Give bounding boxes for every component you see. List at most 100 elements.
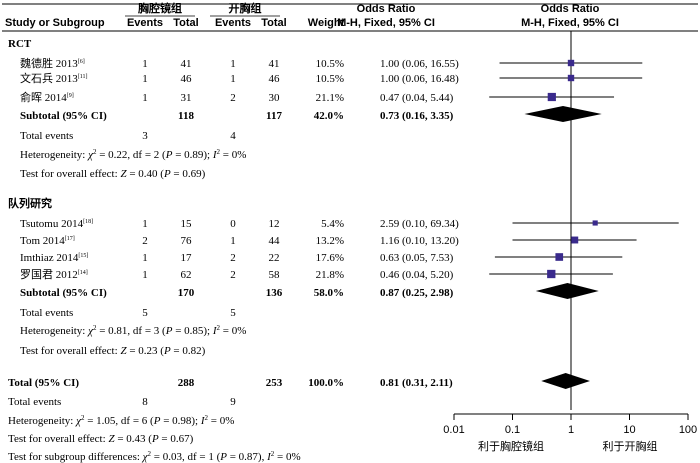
events2-value: 1 [230, 58, 236, 70]
events1-value: 1 [142, 269, 148, 281]
total1-value: 15 [181, 218, 193, 230]
overall-heterogeneity-text: Heterogeneity: χ2 = 1.05, df = 6 (P = 0.… [8, 414, 234, 427]
svg-text:Tsutomu 2014[18]: Tsutomu 2014[18] [20, 218, 93, 230]
svg-text:俞晖 2014[9]: 俞晖 2014[9] [20, 90, 74, 104]
subtotal-weight: 58.0% [314, 287, 344, 299]
ci-text: 1.00 (0.06, 16.48) [380, 73, 459, 85]
total1-header: Total [173, 17, 198, 29]
effect-square [547, 92, 556, 102]
total-events-row: Total events 5 5 [20, 307, 236, 319]
study-header: Study or Subgroup [5, 17, 105, 29]
total-events-row: Total events 3 4 [20, 130, 236, 142]
total2-header: Total [261, 17, 286, 29]
x-tick-label: 100 [679, 424, 697, 436]
overall-total1: 288 [178, 377, 195, 389]
events1-value: 2 [142, 235, 148, 247]
ci-text: 2.59 (0.10, 69.34) [380, 218, 459, 230]
subtotal-weight: 42.0% [314, 110, 344, 122]
effect-square [571, 236, 579, 244]
study-name: Tom 2014 [20, 235, 65, 247]
group-label-rct: RCT [8, 38, 32, 50]
events2-value: 0 [230, 218, 236, 230]
total1-value: 41 [181, 58, 192, 70]
subtotal-diamond [535, 283, 599, 299]
study-row: 罗国君 2012[14] 1 62 2 58 21.8% 0.46 (0.04,… [20, 268, 454, 281]
overall-total-events1: 8 [142, 396, 148, 408]
effect-square [567, 59, 575, 67]
study-row: Imthiaz 2014[15] 1 17 2 22 17.6% 0.63 (0… [20, 252, 454, 264]
heterogeneity-text: Heterogeneity: χ2 = 0.22, df = 2 (P = 0.… [20, 148, 246, 161]
study-name: 俞晖 2014 [20, 90, 67, 104]
subtotal-ci-text: 0.73 (0.16, 3.35) [380, 110, 454, 122]
subtotal-row: Subtotal (95% CI) 118 117 42.0% 0.73 (0.… [20, 110, 454, 122]
total-events2: 5 [230, 307, 236, 319]
svg-text:Imthiaz 2014[15]: Imthiaz 2014[15] [20, 252, 88, 264]
overall-total-events2: 9 [230, 396, 236, 408]
group-label-cohort: 队列研究 [8, 196, 52, 210]
ci-text: 0.46 (0.04, 5.20) [380, 269, 454, 281]
total2-value: 12 [269, 218, 280, 230]
group1-header: 胸腔镜组 [138, 1, 182, 15]
study-row: 文石兵 2013[11] 1 46 1 46 10.5% 1.00 (0.06,… [20, 71, 459, 85]
events1-value: 1 [142, 73, 148, 85]
x-tick-label: 0.1 [505, 424, 520, 436]
study-ref: [14] [78, 270, 88, 276]
subgroup-differences-text: Test for subgroup differences: χ2 = 0.03… [8, 450, 301, 463]
study-ref: [18] [83, 219, 93, 225]
effect-square [547, 269, 556, 279]
svg-text:Tom 2014[17]: Tom 2014[17] [20, 235, 75, 247]
total1-value: 46 [181, 73, 193, 85]
total2-value: 41 [269, 58, 280, 70]
ci-text: 0.63 (0.05, 7.53) [380, 252, 454, 264]
events1-value: 1 [142, 252, 148, 264]
overall-total2: 253 [266, 377, 283, 389]
effect-square [555, 253, 564, 261]
study-row: Tsutomu 2014[18] 1 15 0 12 5.4% 2.59 (0.… [20, 218, 459, 230]
ci-text: 0.47 (0.04, 5.44) [380, 92, 454, 104]
total2-value: 44 [269, 235, 281, 247]
total2-value: 58 [269, 269, 281, 281]
ci-text: 1.00 (0.06, 16.55) [380, 58, 459, 70]
effect-square [567, 74, 575, 82]
total1-value: 62 [181, 269, 192, 281]
heterogeneity-text: Heterogeneity: χ2 = 0.81, df = 3 (P = 0.… [20, 324, 246, 337]
total1-value: 31 [181, 92, 192, 104]
total1-value: 17 [181, 252, 193, 264]
overall-effect-text: Test for overall effect: Z = 0.40 (P = 0… [20, 168, 206, 180]
study-name: 文石兵 2013 [20, 71, 78, 85]
overall-total-row: Total (95% CI) 288 253 100.0% 0.81 (0.31… [8, 377, 453, 389]
study-name: Imthiaz 2014 [20, 252, 79, 264]
subtotal-diamond [524, 106, 602, 122]
total-events1: 5 [142, 307, 148, 319]
events2-value: 2 [230, 92, 236, 104]
study-ref: [9] [67, 93, 74, 99]
favours-right-label: 利于开胸组 [603, 439, 658, 453]
weight-header: Weight [308, 17, 345, 29]
or-title-plot: Odds Ratio [541, 3, 600, 15]
subtotal-ci-text: 0.87 (0.25, 2.98) [380, 287, 454, 299]
study-ref: [17] [65, 236, 75, 242]
events2-value: 2 [230, 269, 236, 281]
effect-square [592, 220, 598, 226]
overall-effect-text: Test for overall effect: Z = 0.23 (P = 0… [20, 345, 206, 357]
forest-marks [489, 59, 679, 389]
weight-value: 13.2% [316, 235, 344, 247]
x-axis-ticks: 0.01 0.1 1 10 100 [443, 414, 697, 436]
study-row: 俞晖 2014[9] 1 31 2 30 21.1% 0.47 (0.04, 5… [20, 90, 454, 104]
svg-text:文石兵 2013[11]: 文石兵 2013[11] [20, 71, 88, 85]
total-events2: 4 [230, 130, 236, 142]
subtotal-label: Subtotal (95% CI) [20, 110, 107, 122]
subtotal-row: Subtotal (95% CI) 170 136 58.0% 0.87 (0.… [20, 287, 454, 299]
study-name: 魏德胜 2013 [20, 56, 78, 70]
favours-left-label: 利于胸腔镜组 [478, 439, 544, 453]
study-name: 罗国君 2012 [20, 268, 78, 281]
events1-value: 1 [142, 218, 148, 230]
weight-value: 21.8% [316, 269, 344, 281]
events1-value: 1 [142, 58, 148, 70]
events1-header: Events [127, 17, 163, 29]
overall-total-label: Total (95% CI) [8, 377, 79, 389]
weight-value: 21.1% [316, 92, 344, 104]
overall-effect-test-text: Test for overall effect: Z = 0.43 (P = 0… [8, 433, 194, 445]
total1-value: 76 [181, 235, 193, 247]
